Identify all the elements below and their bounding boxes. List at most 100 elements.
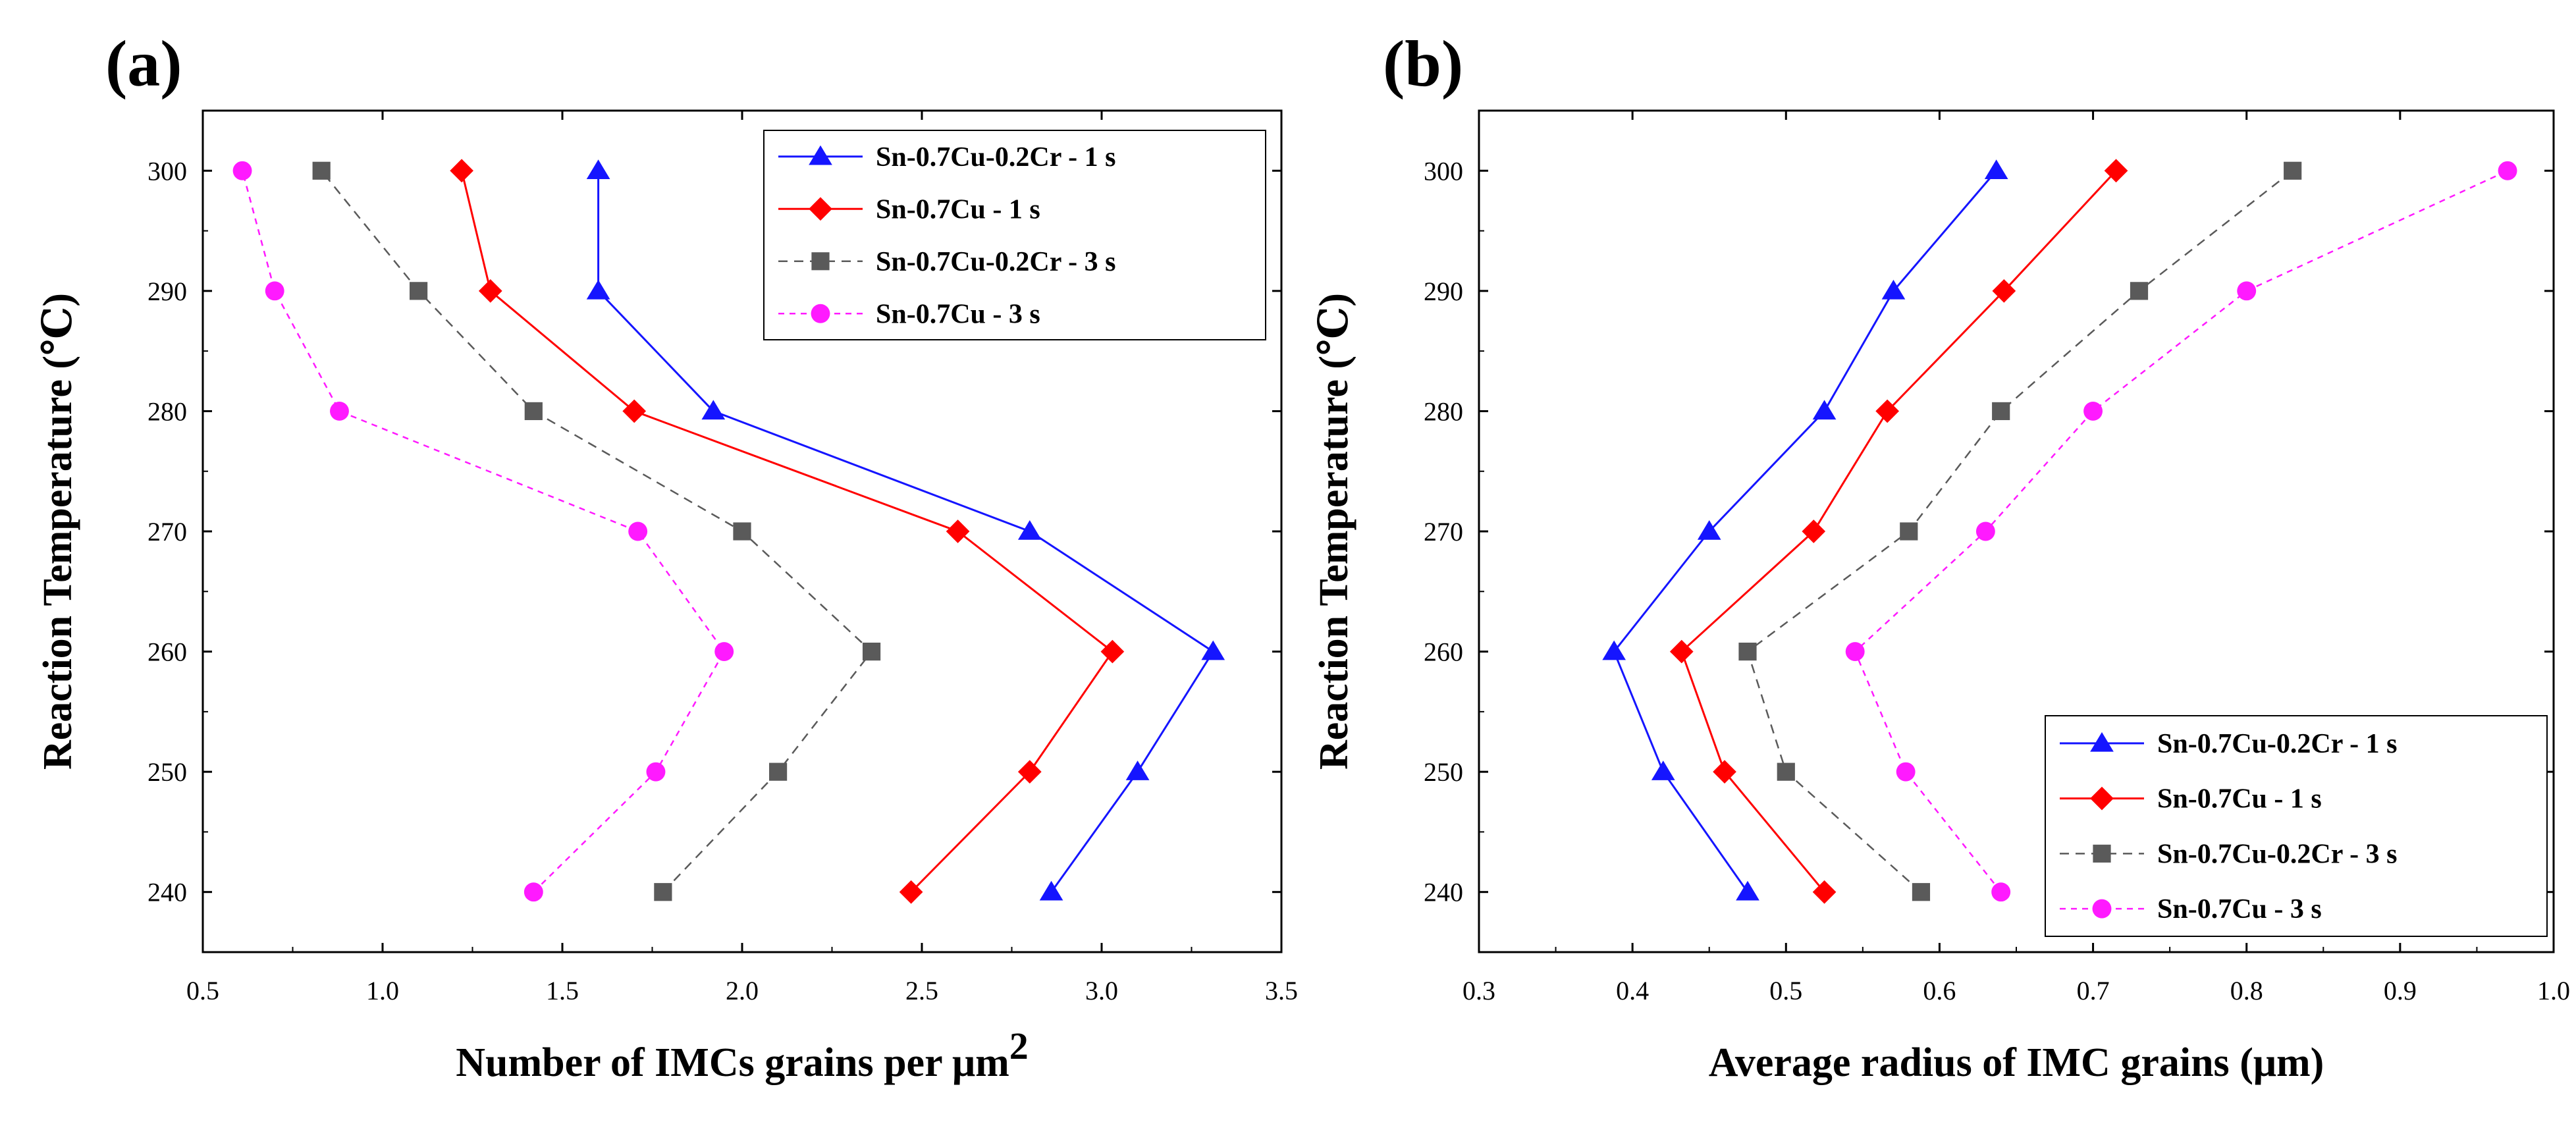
panel-a-data-point [524, 402, 543, 421]
panel-b-data-point [2237, 281, 2257, 301]
panel-b-data-point [1651, 761, 1675, 780]
panel-a-data-point [586, 159, 610, 180]
panel-b-data-point [1991, 882, 2011, 902]
panel-b-legend-label: Sn-0.7Cu-0.2Cr - 3 s [2157, 839, 2397, 869]
panel-b-x-tick-label: 0.9 [2384, 976, 2417, 1005]
panel-b-data-point [1802, 520, 1826, 543]
panel-a-x-axis-title-superscript: 2 [1009, 1025, 1029, 1067]
panel-b-legend-label: Sn-0.7Cu - 1 s [2157, 784, 2322, 815]
panel-a-y-tick-label: 250 [148, 757, 187, 787]
panel-a-x-tick-label: 3.0 [1085, 976, 1118, 1005]
panel-b-data-point [1777, 762, 1795, 781]
panel-b-data-point [1900, 522, 1918, 541]
panel-b-data-point [1669, 639, 1694, 664]
panel-b-y-axis-title: Reaction Temperature (℃) [1312, 293, 1356, 770]
panel-b-y-tick-label: 270 [1424, 517, 1463, 547]
panel-a-y-axis-title: Reaction Temperature (℃) [36, 293, 80, 770]
panel-a-legend-marker [809, 197, 832, 221]
panel-a-legend-label: Sn-0.7Cu - 1 s [876, 194, 1040, 225]
panel-a-data-point [714, 642, 734, 662]
panel-a-label: (a) [105, 27, 182, 100]
panel-b-legend: Sn-0.7Cu-0.2Cr - 1 s Sn-0.7Cu - 1 s Sn-0.7… [2045, 715, 2548, 937]
panel-b-legend-label: Sn-0.7Cu - 3 s [2157, 894, 2322, 924]
panel-a-legend-label: Sn-0.7Cu-0.2Cr - 3 s [876, 247, 1115, 277]
panel-b-data-point [2130, 282, 2149, 300]
panel-a-legend-label: Sn-0.7Cu - 3 s [876, 299, 1040, 329]
panel-b-y-tick-label: 300 [1424, 156, 1463, 186]
panel-b-legend-label: Sn-0.7Cu-0.2Cr - 1 s [2157, 729, 2397, 759]
panel-a-x-tick-label: 2.0 [726, 976, 759, 1005]
panel-b: (b) 0.3 0.4 0.5 0.6 0.7 0.8 0.9 1.0 240 250 260 270 2… [1312, 27, 2570, 1085]
panel-b-data-point [1812, 880, 1837, 904]
panel-b-data-point [1697, 520, 1721, 540]
panel-a-x-axis-title: Number of IMCs grains per μm2 [456, 1025, 1029, 1085]
panel-a-legend-marker [811, 252, 830, 271]
panel-a-x-tick-label: 0.5 [186, 976, 219, 1005]
panel-b-x-axis-title-text: Average radius of IMC grains (μm) [1709, 1040, 2324, 1085]
panel-a-data-point [622, 399, 647, 423]
panel-a-data-point [232, 161, 252, 180]
panel-a-data-point [1125, 761, 1150, 780]
panel-a: (a) 0.5 1.0 1.5 2.0 2.5 3.0 3.5 240 250 260 270 280 2… [36, 27, 1298, 1085]
panel-a-data-point [769, 762, 788, 781]
panel-a-data-point [523, 882, 543, 902]
panel-a-data-point [1017, 760, 1042, 784]
panel-b-y-tick-label: 280 [1424, 396, 1463, 426]
panel-b-x-tick-label: 0.5 [1769, 976, 1802, 1005]
panel-b-x-tick-label: 0.6 [1923, 976, 1956, 1005]
panel-b-data-point [1875, 399, 1900, 423]
panel-b-data-point [1812, 400, 1837, 420]
panel-b-legend-marker [2093, 844, 2111, 863]
panel-a-data-point [1017, 520, 1042, 540]
panel-b-y-tick-label: 250 [1424, 757, 1463, 787]
panel-a-y-tick-label: 240 [148, 878, 187, 907]
panel-a-y-tick-label: 270 [148, 517, 187, 547]
panel-b-data-point [1992, 279, 2016, 303]
panel-b-series-sn-0-7cu-3-s [1845, 161, 2517, 902]
panel-a-legend: Sn-0.7Cu-0.2Cr - 1 s Sn-0.7Cu - 1 s Sn-0.7… [763, 130, 1266, 340]
panel-a-x-axis-title-text: Number of IMCs grains per μm [456, 1040, 1009, 1085]
panel-b-data-point [1912, 883, 1931, 901]
panel-b-series-sn-0-7cu-0-2cr-1-s [1602, 159, 2008, 901]
panel-b-legend-frame [2045, 715, 2548, 937]
panel-b-x-tick-label: 0.3 [1462, 976, 1495, 1005]
panel-b-legend-marker [2090, 732, 2114, 752]
panel-b-data-point [2104, 159, 2128, 183]
panel-b-x-tick-label: 0.4 [1616, 976, 1649, 1005]
panel-a-data-point [1100, 639, 1125, 664]
panel-b-x-tick-label: 1.0 [2537, 976, 2570, 1005]
panel-b-data-point [2498, 161, 2517, 180]
panel-b-data-point [1736, 880, 1759, 901]
panel-b-data-point [1738, 642, 1757, 661]
panel-b-x-tick-label: 0.7 [2077, 976, 2110, 1005]
panel-a-series-line [241, 170, 726, 893]
panel-a-data-point [946, 520, 970, 543]
panel-a-data-point [1201, 640, 1225, 660]
panel-a-data-point [450, 159, 473, 183]
panel-b-data-point [1602, 640, 1626, 660]
panel-b-y-tick-label: 240 [1424, 878, 1463, 907]
panel-b-legend-marker [2090, 786, 2114, 811]
panel-b-series-sn-0-7cu-1-s [1669, 159, 2128, 904]
panel-a-data-point [586, 279, 610, 300]
panel-a-x-tick-label: 1.0 [366, 976, 399, 1005]
panel-a-series-sn-0-7cu-0-2cr-3-s [312, 161, 881, 901]
panel-a-legend-label: Sn-0.7Cu-0.2Cr - 1 s [876, 142, 1115, 173]
panel-b-legend-marker [2092, 899, 2112, 919]
panel-b-data-point [2083, 401, 2103, 421]
panel-a-y-tick-label: 260 [148, 637, 187, 667]
panel-b-x-axis-title: Average radius of IMC grains (μm) [1709, 1040, 2324, 1085]
panel-b-data-point [1713, 760, 1736, 784]
panel-a-data-point [701, 400, 726, 420]
panel-a-legend-frame [763, 130, 1266, 340]
panel-b-data-point [1896, 762, 1916, 782]
panel-a-data-point [733, 522, 751, 541]
panel-a-data-point [646, 762, 666, 782]
panel-a-data-point [1039, 880, 1063, 901]
panel-a-data-point [410, 282, 428, 300]
panel-a-series-sn-0-7cu-1-s [450, 159, 1125, 904]
panel-a-data-point [862, 642, 881, 661]
panel-a-data-point [265, 281, 284, 301]
panel-b-data-point [1881, 279, 1906, 300]
